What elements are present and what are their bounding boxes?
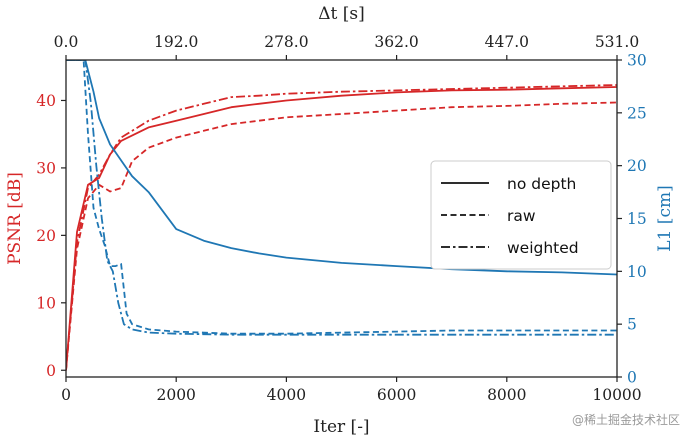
bottom-x-axis: 0 2000 4000 6000 8000 10000	[61, 377, 642, 404]
watermark: @稀土掘金技术社区	[572, 412, 680, 427]
x-tick-label: 6000	[377, 386, 416, 404]
left-y-axis: 0 10 20 30 40	[36, 92, 66, 380]
legend-label-weighted: weighted	[507, 239, 579, 257]
legend-label-raw: raw	[507, 207, 536, 225]
y-right-tick-label: 10	[627, 263, 647, 281]
x-top-tick-label: 362.0	[374, 33, 418, 51]
y-left-tick-label: 20	[36, 227, 56, 245]
legend: no depth raw weighted	[430, 160, 612, 270]
series-l1-raw	[66, 60, 617, 335]
y-left-axis-label: PSNR [dB]	[5, 172, 25, 265]
y-right-tick-label: 0	[627, 369, 637, 387]
y-left-tick-label: 30	[36, 159, 56, 177]
right-y-axis: 0 5 10 15 20 25 30	[617, 52, 647, 387]
y-right-tick-label: 25	[627, 104, 647, 122]
y-left-tick-label: 10	[36, 294, 56, 312]
x-tick-label: 4000	[267, 386, 306, 404]
y-right-tick-label: 15	[627, 210, 647, 228]
series-psnr-no-depth	[66, 86, 617, 371]
y-left-tick-label: 40	[36, 92, 56, 110]
y-left-tick-label: 0	[46, 362, 56, 380]
top-x-axis: 0.0 192.0 278.0 362.0 447.0 531.0	[54, 33, 639, 60]
legend-label-no-depth: no depth	[507, 175, 576, 193]
legend-box	[430, 160, 612, 270]
x-top-tick-label: 531.0	[595, 33, 639, 51]
x-tick-label: 8000	[487, 386, 526, 404]
x-top-axis-label: Δt [s]	[318, 4, 365, 24]
y-right-tick-label: 30	[627, 52, 647, 70]
x-axis-label: Iter [-]	[313, 417, 369, 437]
y-right-tick-label: 5	[627, 316, 637, 334]
x-tick-label: 2000	[156, 386, 195, 404]
x-tick-label: 0	[61, 386, 71, 404]
x-top-tick-label: 0.0	[54, 33, 79, 51]
x-top-tick-label: 278.0	[264, 33, 308, 51]
y-right-tick-label: 20	[627, 157, 647, 175]
x-top-tick-label: 447.0	[485, 33, 529, 51]
x-top-tick-label: 192.0	[154, 33, 198, 51]
x-tick-label: 10000	[592, 386, 641, 404]
series-l1-weighted	[66, 60, 617, 336]
y-right-axis-label: L1 [cm]	[655, 185, 675, 251]
